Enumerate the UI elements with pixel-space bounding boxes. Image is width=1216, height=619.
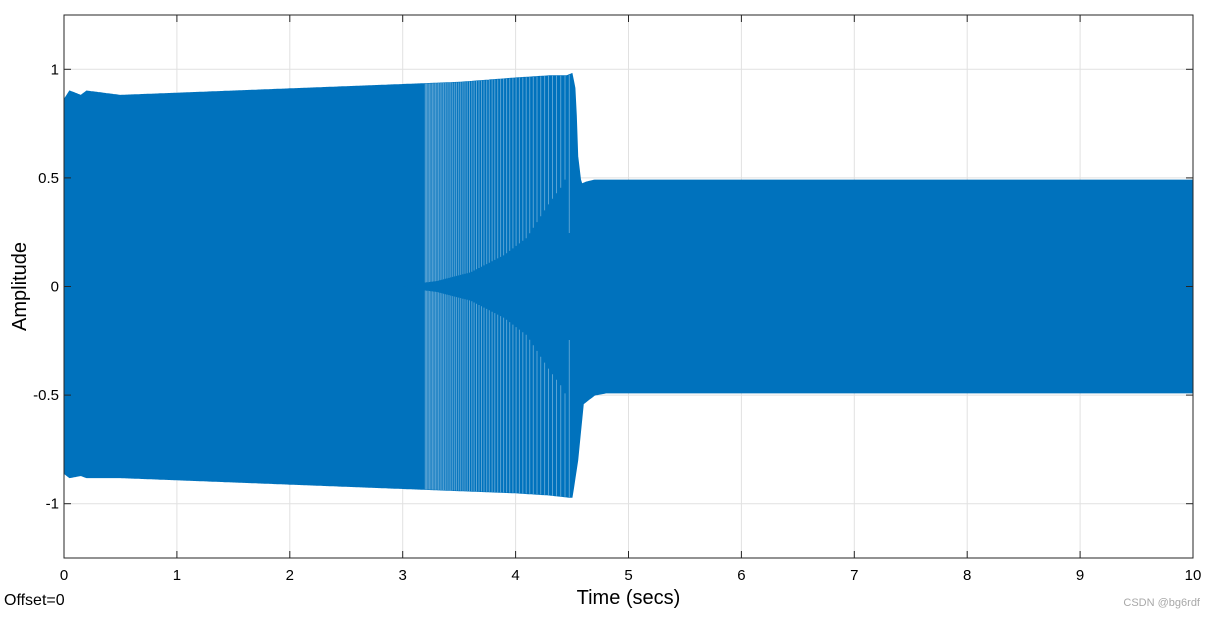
ticks: 0 1 2 3 4 5 6 7 8 9 10 -1 -0.5 0 0.5 1 [33, 15, 1201, 584]
x-tick-label: 3 [399, 567, 407, 584]
signal-series [63, 72, 1194, 498]
x-tick-label: 6 [737, 567, 745, 584]
y-tick-label: 1 [51, 61, 59, 78]
x-tick-label: 1 [173, 567, 181, 584]
x-tick-label: 0 [60, 567, 68, 584]
y-axis-label: Amplitude [9, 242, 31, 331]
y-tick-label: 0 [51, 279, 59, 296]
x-tick-label: 5 [624, 567, 632, 584]
x-tick-label: 7 [850, 567, 858, 584]
y-tick-label: -1 [46, 496, 59, 513]
x-axis-label: Time (secs) [577, 587, 681, 609]
x-tick-label: 9 [1076, 567, 1084, 584]
y-tick-label: 0.5 [38, 170, 59, 187]
x-tick-label: 8 [963, 567, 971, 584]
signal-oscillation-texture [424, 74, 570, 498]
signal-inner-region [402, 178, 584, 395]
x-tick-label: 4 [511, 567, 519, 584]
x-tick-label: 10 [1185, 567, 1202, 584]
x-tick-label: 2 [286, 567, 294, 584]
y-tick-label: -0.5 [33, 387, 59, 404]
watermark: CSDN @bg6rdf [1123, 597, 1200, 609]
offset-readout: Offset=0 [4, 592, 65, 609]
